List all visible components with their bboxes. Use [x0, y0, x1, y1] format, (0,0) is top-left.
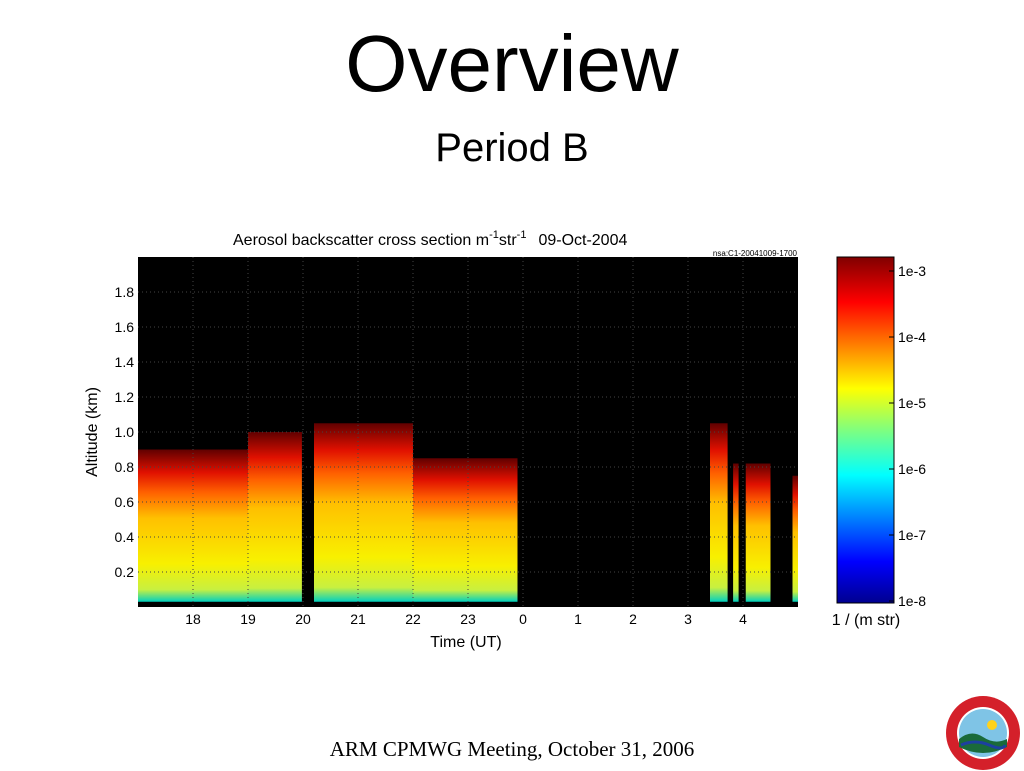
x-tick-label: 20	[295, 611, 311, 627]
y-tick-label: 0.8	[115, 459, 135, 475]
slide-title: Overview	[345, 19, 679, 108]
university-seal	[946, 696, 1020, 770]
chart-title-exp2: -1	[517, 229, 527, 241]
x-tick-label: 0	[519, 611, 527, 627]
aerosol-segment	[745, 463, 771, 602]
chart-title: Aerosol backscatter cross section m-1str…	[233, 229, 627, 249]
y-axis-label: Altitude (km)	[84, 387, 101, 477]
chart-title-exp1: -1	[489, 229, 499, 241]
x-tick-label: 23	[460, 611, 476, 627]
backscatter-chart: Aerosol backscatter cross section m-1str…	[84, 229, 926, 651]
x-tick-label: 1	[574, 611, 582, 627]
y-tick-label: 0.2	[115, 564, 135, 580]
colorbar-tick-label: 1e-6	[898, 461, 926, 477]
slide-subtitle: Period B	[435, 126, 589, 170]
aerosol-segment	[792, 475, 798, 602]
x-tick-label: 21	[350, 611, 366, 627]
y-tick-label: 1.6	[115, 319, 135, 335]
x-axis-label: Time (UT)	[430, 634, 501, 651]
chart-title-main: Aerosol backscatter cross section m	[233, 232, 489, 249]
x-tick-label: 2	[629, 611, 637, 627]
colorbar-tick-label: 1e-4	[898, 329, 926, 345]
y-tick-label: 1.4	[115, 354, 135, 370]
chart-title-date: 09-Oct-2004	[538, 232, 627, 249]
file-label: nsa:C1-20041009-1700	[713, 249, 798, 258]
y-tick-label: 0.4	[115, 529, 135, 545]
y-tick-label: 1.0	[115, 424, 135, 440]
y-axis-ticks: 0.2 0.4 0.6 0.8 1.0 1.2 1.4 1.6 1.8	[115, 284, 135, 580]
x-tick-label: 22	[405, 611, 421, 627]
x-tick-label: 18	[185, 611, 201, 627]
y-tick-label: 0.6	[115, 494, 135, 510]
aerosol-segment	[733, 463, 739, 602]
colorbar-tick-label: 1e-5	[898, 395, 926, 411]
x-tick-label: 19	[240, 611, 256, 627]
aerosol-segment	[710, 423, 728, 602]
chart-title-str: str	[499, 232, 517, 249]
colorbar-label: 1 / (m str)	[832, 612, 900, 629]
y-tick-label: 1.8	[115, 284, 135, 300]
aerosol-segment	[314, 423, 413, 602]
slide-footer: ARM CPMWG Meeting, October 31, 2006	[329, 737, 695, 761]
x-axis-ticks: 18 19 20 21 22 23 0 1 2 3 4	[185, 611, 747, 627]
y-tick-label: 1.2	[115, 389, 135, 405]
colorbar-tick-label: 1e-7	[898, 527, 926, 543]
colorbar-tick-label: 1e-3	[898, 263, 926, 279]
colorbar	[836, 256, 895, 604]
x-tick-label: 4	[739, 611, 747, 627]
colorbar-ticks: 1e-3 1e-4 1e-5 1e-6 1e-7 1e-8	[889, 263, 926, 609]
aerosol-segment	[413, 458, 518, 602]
aerosol-segment	[248, 432, 302, 602]
colorbar-tick-label: 1e-8	[898, 593, 926, 609]
x-tick-label: 3	[684, 611, 692, 627]
